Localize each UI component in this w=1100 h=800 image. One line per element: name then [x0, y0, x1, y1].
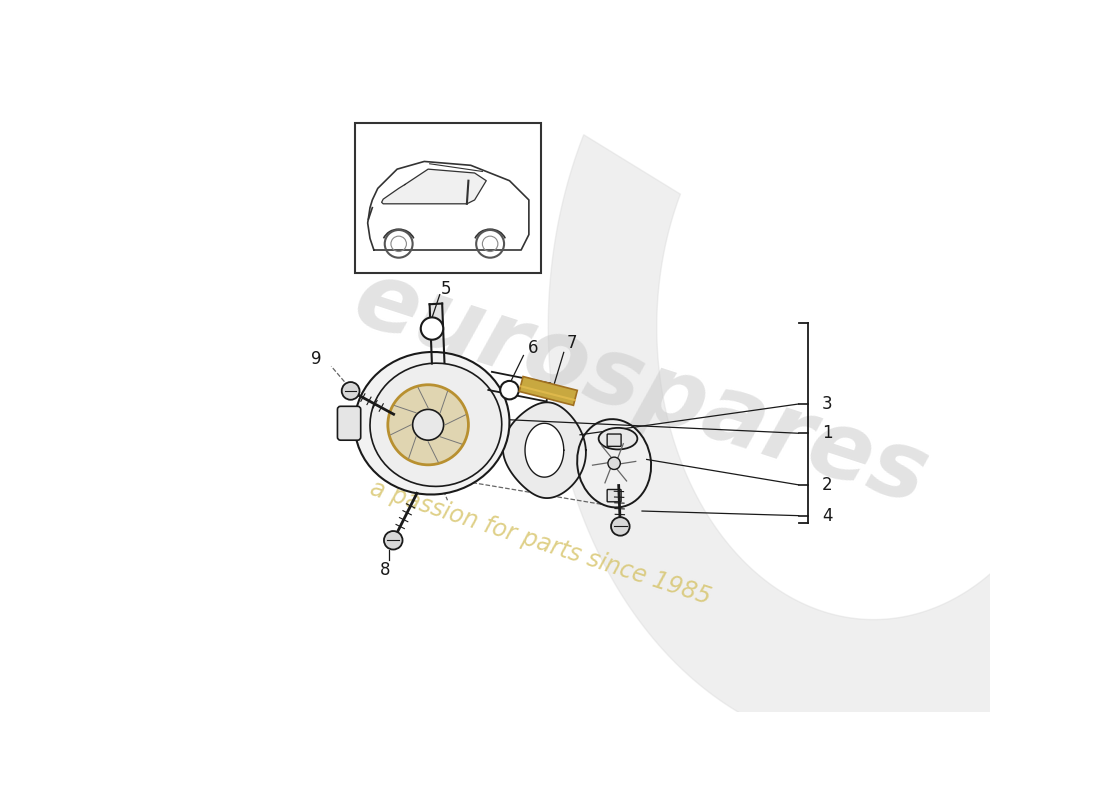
FancyBboxPatch shape	[607, 490, 621, 502]
Polygon shape	[367, 162, 529, 250]
Circle shape	[384, 531, 403, 550]
Polygon shape	[548, 134, 1100, 750]
Text: 1: 1	[822, 424, 833, 442]
Circle shape	[388, 385, 469, 465]
Polygon shape	[503, 402, 586, 498]
Text: 4: 4	[822, 506, 833, 525]
Ellipse shape	[578, 419, 651, 507]
Polygon shape	[519, 377, 578, 406]
Polygon shape	[525, 423, 563, 477]
Circle shape	[421, 318, 443, 340]
Ellipse shape	[370, 363, 502, 486]
Text: a passion for parts since 1985: a passion for parts since 1985	[367, 476, 714, 609]
Polygon shape	[382, 169, 486, 204]
Text: 6: 6	[528, 338, 538, 357]
FancyBboxPatch shape	[338, 406, 361, 440]
Bar	[354, 123, 540, 273]
Circle shape	[500, 381, 519, 399]
Circle shape	[412, 410, 443, 440]
Text: 8: 8	[381, 561, 390, 578]
Text: eurospares: eurospares	[343, 253, 939, 525]
Text: 9: 9	[310, 350, 321, 367]
Ellipse shape	[598, 428, 637, 450]
Circle shape	[608, 457, 620, 470]
Text: 5: 5	[441, 279, 451, 298]
Circle shape	[342, 382, 360, 400]
Circle shape	[610, 517, 629, 536]
Text: 7: 7	[566, 334, 576, 352]
Text: 2: 2	[822, 476, 833, 494]
Ellipse shape	[354, 352, 509, 494]
FancyBboxPatch shape	[607, 434, 621, 446]
Text: 3: 3	[822, 395, 833, 413]
